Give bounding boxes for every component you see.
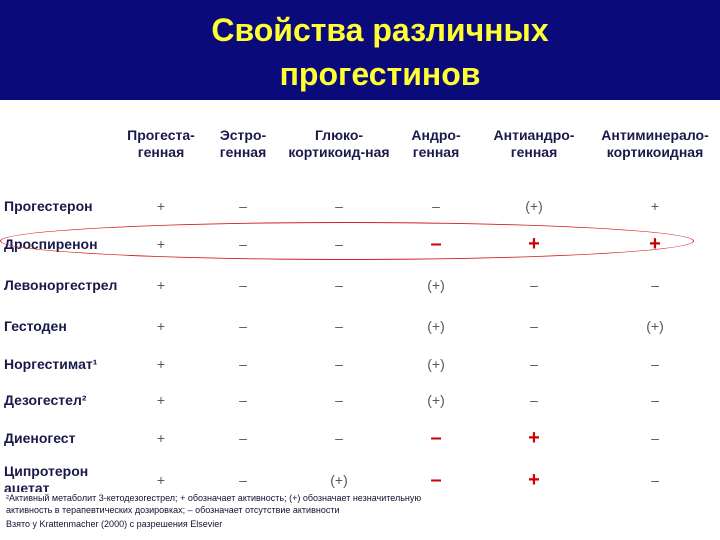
- table-row: Левоноргестрел + – – (+) – –: [0, 264, 720, 306]
- table-cell: +: [156, 356, 166, 372]
- table-row: Дроспиренон + – – – + +: [0, 224, 720, 264]
- table-row: Диеногест + – – – + –: [0, 418, 720, 458]
- footnotes: ²Активный метаболит 3-кетодезогестрел; +…: [0, 492, 720, 540]
- table-panel: [0, 100, 720, 492]
- footnote-line-2: активность в терапевтических дозировках;…: [6, 505, 340, 515]
- table-cell: –: [239, 356, 247, 372]
- title-line-1: Свойства различных: [211, 12, 549, 48]
- table-cell: –: [239, 318, 247, 334]
- table-cell: –: [335, 430, 343, 446]
- table-cell: –: [430, 468, 442, 491]
- header-row: Прогеста-генная Эстро-генная Глюко-корти…: [0, 100, 720, 188]
- row-label: Дезогестел²: [4, 391, 87, 408]
- col-progestogenic: Прогеста-генная: [127, 127, 195, 160]
- row-label: Левоноргестрел: [4, 276, 118, 293]
- slide-title: Свойства различных прогестинов: [120, 8, 640, 96]
- row-label: Гестоден: [4, 317, 67, 334]
- table-cell: –: [651, 430, 659, 446]
- table-cell: –: [530, 277, 538, 293]
- table-cell: (+): [646, 318, 664, 334]
- table-cell: +: [156, 198, 166, 214]
- table-cell: –: [239, 430, 247, 446]
- row-label: Прогестерон: [4, 197, 93, 214]
- col-antiandrogenic: Антиандро-генная: [493, 127, 575, 160]
- table-cell: –: [651, 356, 659, 372]
- table-cell: +: [650, 198, 660, 214]
- table-cell: +: [528, 468, 540, 491]
- table-row: Прогестерон + – – – (+) +: [0, 188, 720, 224]
- col-antimineralocorticoid: Антиминерало-кортикоидная: [601, 127, 709, 160]
- footnote-line-1: ²Активный метаболит 3-кетодезогестрел; +…: [6, 493, 422, 503]
- table-cell: +: [156, 277, 166, 293]
- table-cell: –: [651, 392, 659, 408]
- table-cell: –: [239, 277, 247, 293]
- table-cell: –: [651, 277, 659, 293]
- table-cell: +: [649, 232, 661, 255]
- title-line-2: прогестинов: [279, 56, 481, 92]
- source-note: Взято у Krattenmacher (2000) с разрешени…: [6, 519, 223, 529]
- table-cell: –: [430, 426, 442, 449]
- table-cell: –: [651, 472, 659, 488]
- row-label: Норгестимат¹: [4, 355, 98, 372]
- table-cell: –: [335, 318, 343, 334]
- table-cell: –: [335, 277, 343, 293]
- table-cell: –: [335, 392, 343, 408]
- table-cell: (+): [427, 318, 445, 334]
- table-cell: (+): [427, 356, 445, 372]
- table-cell: –: [530, 356, 538, 372]
- table-cell: +: [156, 472, 166, 488]
- table-cell: –: [530, 318, 538, 334]
- table-cell: –: [239, 198, 247, 214]
- table-cell: –: [239, 392, 247, 408]
- table-cell: (+): [525, 198, 543, 214]
- header-corner: [0, 100, 120, 188]
- table-cell: –: [239, 236, 247, 252]
- table-cell: –: [430, 232, 442, 255]
- table-cell: +: [156, 430, 166, 446]
- table-cell: –: [335, 198, 343, 214]
- table-cell: –: [432, 198, 440, 214]
- table-cell: (+): [427, 277, 445, 293]
- table-cell: +: [156, 318, 166, 334]
- col-estrogenic: Эстро-генная: [219, 127, 267, 160]
- table-cell: +: [156, 392, 166, 408]
- row-label: Диеногест: [4, 429, 76, 446]
- table-cell: (+): [330, 472, 348, 488]
- table-cell: –: [335, 236, 343, 252]
- table-cell: +: [156, 236, 166, 252]
- table-cell: –: [335, 356, 343, 372]
- table-cell: (+): [427, 392, 445, 408]
- table-row: Дезогестел² + – – (+) – –: [0, 382, 720, 418]
- table-row: Норгестимат¹ + – – (+) – –: [0, 346, 720, 382]
- table-cell: –: [239, 472, 247, 488]
- table-cell: –: [530, 392, 538, 408]
- col-androgenic: Андро-генная: [411, 127, 461, 160]
- row-label: Дроспиренон: [4, 235, 98, 252]
- col-glucocorticoid: Глюко-кортикоид-ная: [288, 127, 390, 160]
- progestin-table: Прогеста-генная Эстро-генная Глюко-корти…: [0, 100, 720, 502]
- table-body: Прогестерон + – – – (+) + Дроспиренон + – – – + + Лево…: [0, 188, 720, 502]
- table-row: Гестоден + – – (+) – (+): [0, 306, 720, 346]
- table-cell: +: [528, 232, 540, 255]
- table-cell: +: [528, 426, 540, 449]
